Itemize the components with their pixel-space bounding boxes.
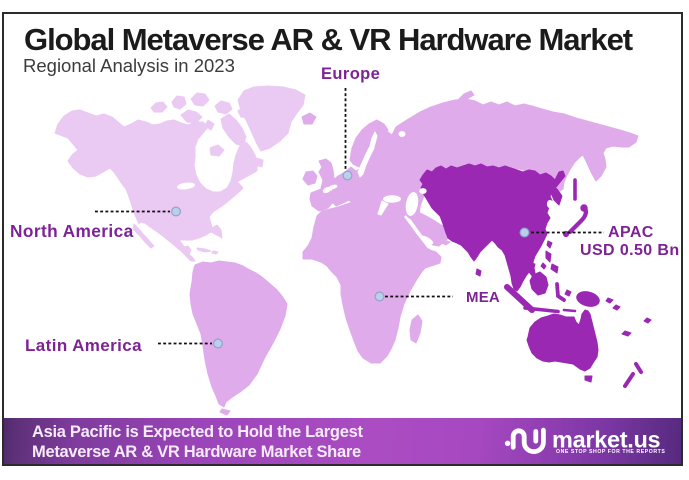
svg-text:ONE STOP SHOP FOR THE REPORTS: ONE STOP SHOP FOR THE REPORTS: [556, 449, 665, 455]
svg-text:market.us: market.us: [552, 427, 661, 453]
